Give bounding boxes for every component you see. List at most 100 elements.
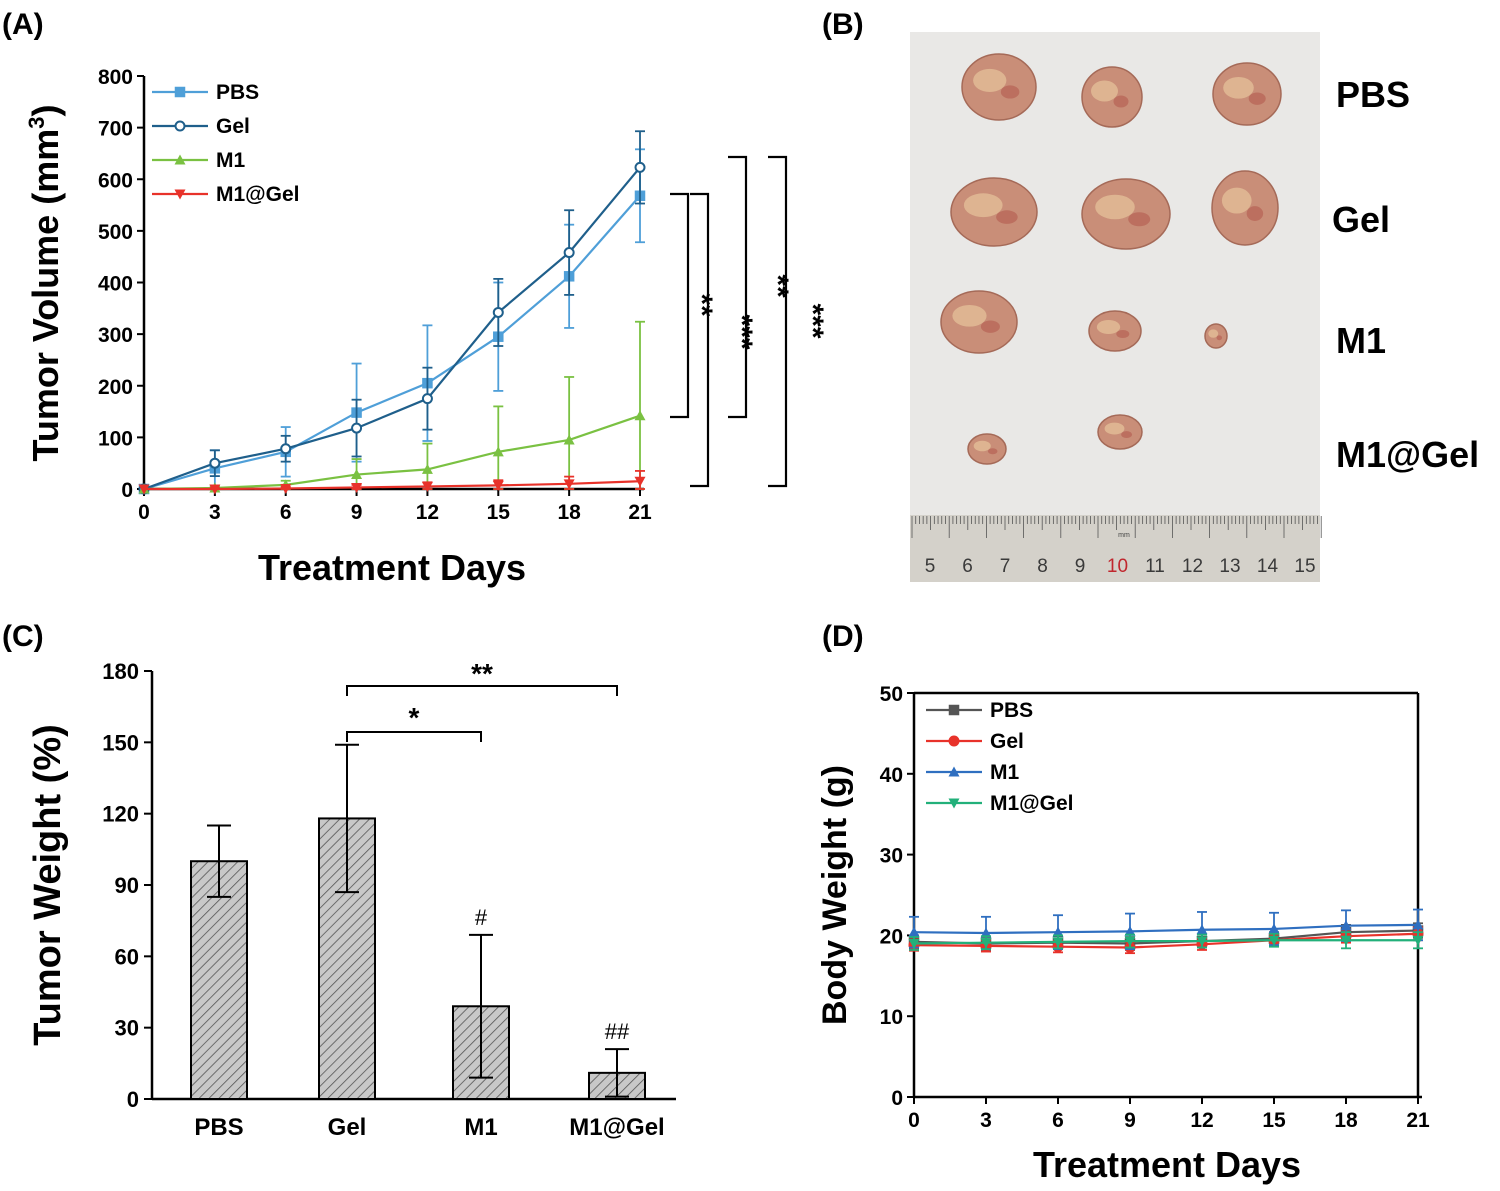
tumor-volume-x-label: Treatment Days: [258, 547, 526, 588]
ruler-number: 7: [1000, 556, 1011, 577]
significance-stars: **: [471, 658, 493, 689]
ruler-number: 14: [1257, 556, 1279, 577]
tumor-specimens: [940, 53, 1282, 465]
ruler-numbers: 5 6 7 8 9 10 11 12 13 14 15: [925, 556, 1316, 577]
legend: PBS Gel M1 M1@Gel: [152, 81, 300, 206]
legend-marker: [174, 154, 186, 165]
data-point: [421, 393, 433, 405]
data-point: [634, 161, 646, 173]
y-tick-label: 200: [98, 376, 133, 399]
x-tick-label: 3: [209, 501, 221, 524]
row-label-m1-gel: M1@Gel: [1336, 434, 1479, 475]
y-tick-label: 120: [102, 802, 139, 827]
data-point: [1268, 923, 1280, 934]
x-tick-label: 12: [416, 501, 439, 524]
bar-pbs: [190, 860, 248, 1100]
series-m1-gel: [908, 931, 1424, 951]
tumor-spot: [1000, 85, 1020, 99]
panel-label-a: (A): [2, 8, 44, 41]
x-tick-label: 6: [280, 501, 292, 524]
ruler-number: 5: [925, 556, 936, 577]
body-weight-y-label: Body Weight (g): [816, 765, 854, 1025]
significance-bracket: [346, 731, 482, 742]
legend-label-pbs: PBS: [216, 81, 259, 104]
tumor-spot: [1216, 335, 1223, 341]
category-label-gel: Gel: [328, 1114, 367, 1141]
tumor-volume-chart: Tumor Volume (mm3) Treatment Days 0 100 20…: [24, 66, 829, 588]
x-tick-label: 21: [628, 501, 652, 524]
ruler-unit: mm: [1118, 532, 1130, 539]
y-tick-label: 500: [98, 221, 133, 244]
ruler: [910, 515, 1320, 582]
x-tick-label: 3: [980, 1109, 992, 1132]
legend-marker: [948, 798, 960, 809]
tumor-highlight: [963, 193, 1003, 218]
series-gel: [138, 130, 646, 495]
y-tick-label: 60: [115, 944, 139, 969]
x-tick-label: 18: [1334, 1109, 1358, 1132]
tumor-photo: 5 6 7 8 9 10 11 12 13 14 15 mm PBS Gel M1 M1@Gel: [910, 32, 1479, 582]
significance-stars: **: [761, 274, 794, 298]
legend-marker: [948, 704, 960, 716]
data-point: [280, 483, 292, 494]
tumor-spot: [1248, 92, 1266, 105]
tumor-highlight: [1208, 329, 1219, 338]
data-point: [351, 469, 363, 480]
legend-marker: [174, 86, 186, 98]
series-m1-gel: [138, 470, 646, 495]
y-tick-label: 0: [891, 1087, 903, 1110]
tumor-weight-chart: Tumor Weight (%) 0 30 60 90 120 150 180 PBS Gel #…: [27, 658, 676, 1141]
y-tick-label: 600: [98, 169, 133, 192]
legend: PBS Gel M1 M1@Gel: [926, 699, 1074, 815]
data-point: [563, 434, 575, 445]
tumor-highlight: [1095, 194, 1135, 220]
data-point: [908, 938, 920, 949]
y-tick-label: 50: [880, 683, 903, 706]
tumor-spot: [1116, 330, 1130, 338]
data-point: [908, 926, 920, 937]
tumor-highlight: [973, 68, 1007, 92]
legend-marker: [948, 766, 960, 777]
data-point: [563, 479, 575, 490]
tumor-highlight: [1104, 422, 1125, 435]
legend-marker: [948, 735, 960, 747]
x-tick-label: 9: [1124, 1109, 1136, 1132]
ruler-number: 9: [1075, 556, 1086, 577]
tumor-highlight: [1223, 76, 1254, 99]
category-label-m1: M1: [464, 1114, 497, 1141]
y-tick-label: 300: [98, 324, 133, 347]
tumor-highlight: [952, 304, 987, 327]
ruler-number: 10: [1107, 556, 1128, 577]
x-tick-label: 18: [557, 501, 581, 524]
data-point: [1412, 935, 1424, 946]
ruler-ticks: [911, 516, 1322, 538]
ruler-number: 6: [962, 556, 973, 577]
significance-mark: #: [475, 905, 488, 930]
data-point: [980, 938, 992, 949]
x-tick-label: 0: [908, 1109, 920, 1132]
ruler-number: 13: [1219, 556, 1240, 577]
data-point: [280, 443, 292, 455]
series-line-m1: [913, 923, 1419, 935]
series-line-m1-gel: [913, 939, 1418, 945]
data-point: [209, 457, 221, 469]
x-tick-label: 15: [487, 501, 511, 524]
y-tick-label: 40: [880, 764, 903, 787]
series-m1: [138, 320, 646, 494]
x-tick-label: 9: [351, 501, 363, 524]
y-tick-label: 30: [880, 845, 903, 868]
data-point: [1196, 936, 1208, 947]
x-tick-label: 12: [1190, 1109, 1213, 1132]
data-point: [1412, 919, 1424, 930]
tumor-highlight: [1096, 320, 1121, 334]
panel-label-b: (B): [822, 8, 864, 41]
data-point: [563, 247, 575, 259]
tumor-weight-y-label: Tumor Weight (%): [27, 724, 69, 1046]
data-point: [421, 481, 433, 492]
data-point: [1052, 926, 1064, 937]
x-tick-label: 6: [1052, 1109, 1064, 1132]
significance-stars: ***: [725, 314, 758, 349]
series-line-gel: [143, 166, 641, 491]
tumor-row-labels: PBS Gel M1 M1@Gel: [1332, 74, 1479, 475]
significance-bracket: [690, 192, 710, 488]
